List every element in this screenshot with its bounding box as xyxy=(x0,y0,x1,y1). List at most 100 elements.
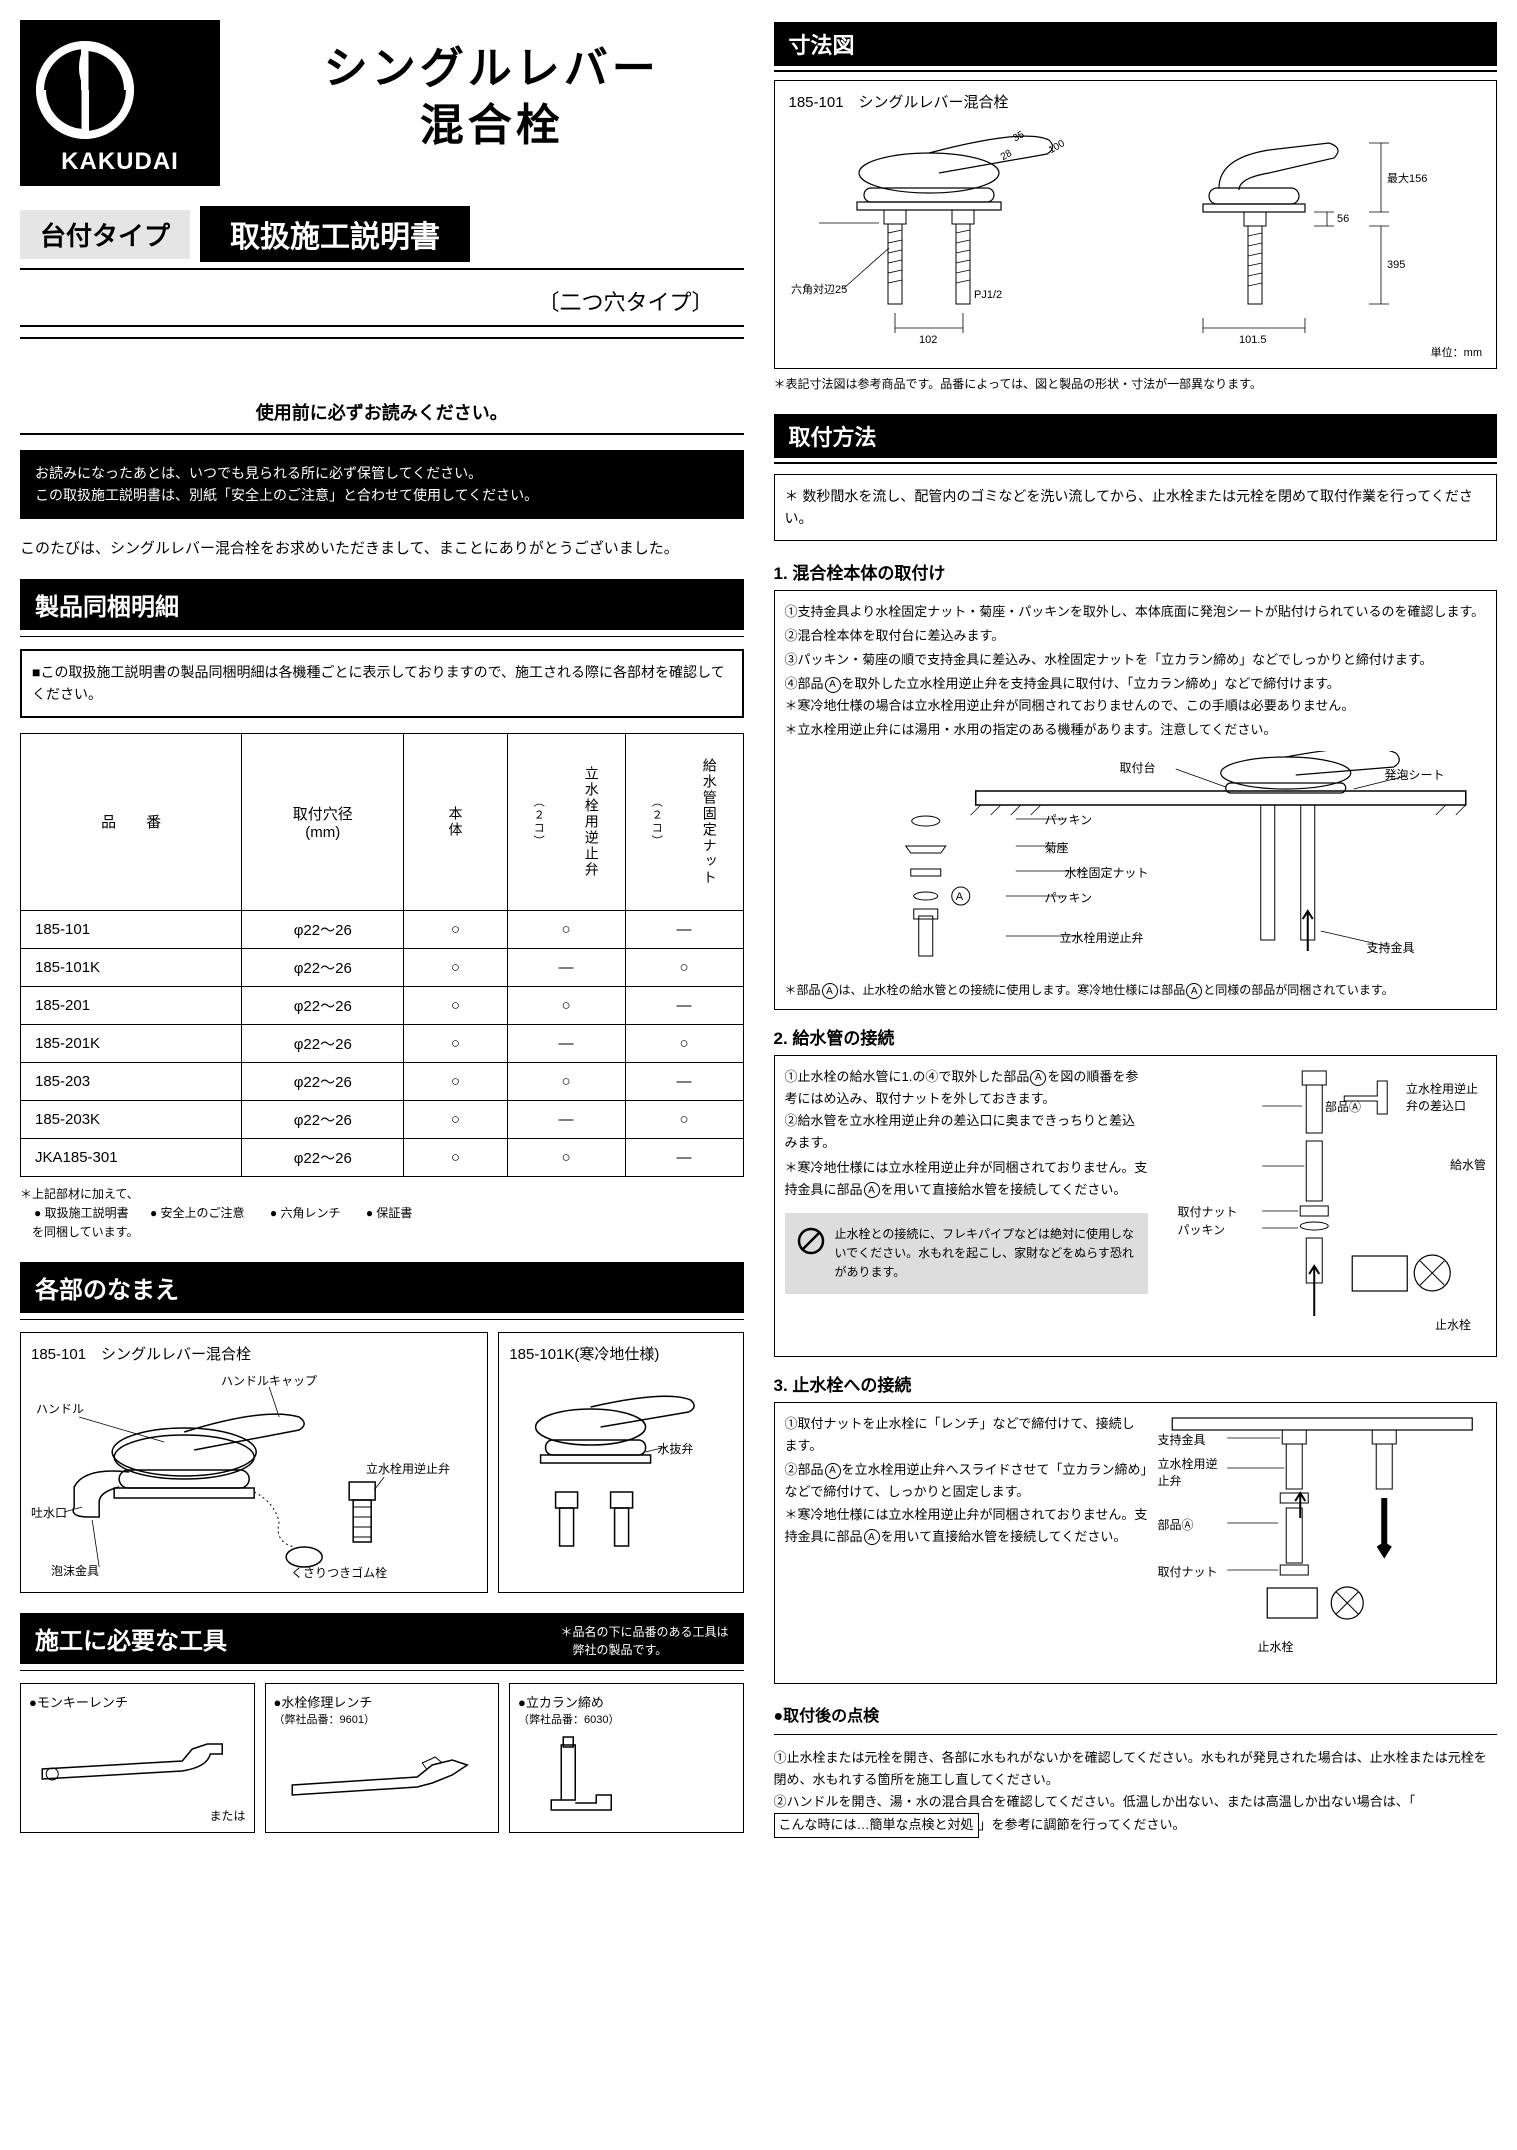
table-note-suf: を同梱しています。 xyxy=(20,1225,138,1239)
s3-stop: 止水栓 xyxy=(1258,1638,1294,1655)
step2-list: ①止水栓の給水管に1.の④で取外した部品Aを図の順番を参考にはめ込み、取付ナット… xyxy=(785,1066,1148,1201)
step1-list: ①支持金具より水栓固定ナット・菊座・パッキンを取外し、本体底面に発泡シートが貼付… xyxy=(785,601,1487,742)
s1-foam: 発泡シート xyxy=(1385,766,1445,783)
th-valve: 立水栓用逆止弁 xyxy=(582,742,602,902)
svg-text:56: 56 xyxy=(1337,213,1349,225)
faucet-diagram-svg xyxy=(31,1372,477,1582)
label-handle: ハンドル xyxy=(36,1400,84,1417)
s1-packing: パッキン xyxy=(1045,811,1093,828)
table-note-b2: ● 安全上のご注意 xyxy=(150,1204,245,1223)
s3-partA: 部品Ⓐ xyxy=(1158,1516,1194,1533)
tool2-sub: （弊社品番：9601） xyxy=(274,1711,491,1727)
tool-panel-2: ●水栓修理レンチ （弊社品番：9601） xyxy=(265,1683,500,1833)
section-dim-header: 寸法図 xyxy=(774,22,1498,66)
tool-panel-3: ●立カラン締め （弊社品番：6030） xyxy=(509,1683,744,1833)
table-row: 185-201φ22〜26○○― xyxy=(21,986,744,1024)
s1-chrys: 菊座 xyxy=(1045,839,1069,856)
dim-pj: PJ1/2 xyxy=(974,289,1002,301)
table-row: 185-203Kφ22〜26○―○ xyxy=(21,1100,744,1138)
sub-type: 〔二つ穴タイプ〕 xyxy=(20,285,744,327)
post-list: ①止水栓または元栓を開き、各部に水もれがないかを確認してください。水もれが発見さ… xyxy=(774,1747,1498,1837)
dimension-diagram-svg: 102 六角対辺25 PJ1/2 35 28 13 100 xyxy=(789,118,1429,358)
main-title-l2: 混合栓 xyxy=(420,101,564,150)
s3-support: 支持金具 xyxy=(1158,1431,1206,1448)
faucet-cold-diagram-svg xyxy=(509,1372,732,1572)
s2-nut: 取付ナット xyxy=(1178,1203,1238,1220)
step3-title: 3. 止水栓への接続 xyxy=(774,1371,1498,1396)
step1-box: ①支持金具より水栓固定ナット・菊座・パッキンを取外し、本体底面に発泡シートが貼付… xyxy=(774,590,1498,1010)
th-body: 本体 xyxy=(445,742,465,902)
step1-post: ＊部品Aは、止水栓の給水管との接続に使用します。寒冷地仕様には部品Aと同様の部品… xyxy=(785,981,1487,999)
circled-a-icon-2: A xyxy=(1186,983,1202,999)
dim-note: ＊表記寸法図は参考商品です。品番によっては、図と製品の形状・寸法が一部異なります… xyxy=(774,375,1498,392)
table-row: 185-101Kφ22〜26○―○ xyxy=(21,948,744,986)
step2-warning: 止水栓との接続に、フレキパイプなどは絶対に使用しないでください。水もれを起こし、… xyxy=(785,1213,1148,1295)
tool-panel-1: ●モンキーレンチ または xyxy=(20,1683,255,1833)
s1-check: 立水栓用逆止弁 xyxy=(1060,929,1144,946)
s2-inlet: 立水栓用逆止弁の差込口 xyxy=(1406,1080,1486,1114)
s2-packing: パッキン xyxy=(1178,1221,1226,1238)
names-panel-1: 185-101 シングルレバー混合栓 xyxy=(20,1332,488,1593)
s1-support: 支持金具 xyxy=(1367,939,1415,956)
section-install-header: 取付方法 xyxy=(774,414,1498,458)
section-names-header: 各部のなまえ xyxy=(20,1262,744,1313)
step2-title: 2. 給水管の接続 xyxy=(774,1024,1498,1049)
step3-box: ①取付ナットを止水栓に「レンチ」などで締付けて、接続します。②部品Aを立水栓用逆… xyxy=(774,1402,1498,1684)
s1-base: 取付台 xyxy=(1120,759,1156,776)
th-nut-sub: （２コ） xyxy=(648,742,664,902)
svg-text:最大156: 最大156 xyxy=(1387,171,1427,185)
boxed-ref: こんな時には…簡単な点検と対処 xyxy=(774,1813,979,1837)
circled-a-icon: A xyxy=(825,677,841,693)
tool3-sub: （弊社品番：6030） xyxy=(518,1711,735,1727)
dim-hex: 六角対辺25 xyxy=(791,282,847,296)
table-row: 185-203φ22〜26○○― xyxy=(21,1062,744,1100)
table-row: 185-101φ22〜26○○― xyxy=(21,910,744,948)
step3-diagram-svg xyxy=(1158,1413,1486,1673)
install-pre: ＊ 数秒間水を流し、配管内のゴミなどを洗い流してから、止水栓または元栓を閉めて取… xyxy=(774,474,1498,541)
main-title-l1: シングルレバー xyxy=(324,44,660,93)
dim-panel-title: 185-101 シングルレバー混合栓 xyxy=(789,91,1483,112)
table-row: JKA185-301φ22〜26○○― xyxy=(21,1138,744,1176)
brand-name: KAKUDAI xyxy=(30,148,210,176)
tool2-label: ●水栓修理レンチ xyxy=(274,1692,491,1711)
circled-a-icon: A xyxy=(822,983,838,999)
prohibition-icon xyxy=(797,1227,825,1255)
post-check-title: ●取付後の点検 xyxy=(774,1702,1498,1726)
svg-text:13: 13 xyxy=(1037,118,1053,121)
tools-note: ＊品名の下に品番のある工具は 弊社の製品です。 xyxy=(560,1623,728,1659)
basin-wrench-icon xyxy=(518,1735,735,1815)
svg-text:35: 35 xyxy=(1011,129,1027,144)
monkey-wrench-icon xyxy=(29,1719,246,1807)
s3-check: 立水栓用逆止弁 xyxy=(1158,1455,1218,1489)
names-panel2-title: 185-101K(寒冷地仕様) xyxy=(509,1343,732,1364)
th-valve-sub: （２コ） xyxy=(530,742,546,902)
label-rubber-plug: くさりつきゴム栓 xyxy=(291,1564,387,1581)
parts-box-note: ■この取扱施工説明書の製品同梱明細は各機種ごとに表示しておりますので、施工される… xyxy=(20,649,744,718)
step2-box: ①止水栓の給水管に1.の④で取外した部品Aを図の順番を参考にはめ込み、取付ナット… xyxy=(774,1055,1498,1357)
dim-102: 102 xyxy=(919,334,937,346)
s3-nut: 取付ナット xyxy=(1158,1563,1218,1580)
circled-a-icon: A xyxy=(864,1529,880,1545)
table-row: 185-201Kφ22〜26○―○ xyxy=(21,1024,744,1062)
doc-title: 取扱施工説明書 xyxy=(200,206,470,262)
table-note-b1: ● 取扱施工説明書 xyxy=(34,1206,129,1220)
section-parts-header: 製品同梱明細 xyxy=(20,579,744,630)
tools-note-l2: 弊社の製品です。 xyxy=(560,1643,667,1657)
circled-a-icon: A xyxy=(864,1182,880,1198)
brand-logo-box: KAKUDAI xyxy=(20,20,220,186)
thanks-text: このたびは、シングルレバー混合栓をお求めいただきまして、まことにありがとうござい… xyxy=(20,537,744,561)
dim-panel: 185-101 シングルレバー混合栓 xyxy=(774,80,1498,369)
main-title: シングルレバー 混合栓 xyxy=(240,40,744,154)
pre-read: 使用前に必ずお読みください。 xyxy=(20,399,744,435)
s1-packing2: パッキン xyxy=(1045,889,1093,906)
label-aerator: 泡沫金具 xyxy=(51,1562,99,1579)
step2-warn-text: 止水栓との接続に、フレキパイプなどは絶対に使用しないでください。水もれを起こし、… xyxy=(835,1227,1135,1279)
brand-logo-icon xyxy=(30,40,210,140)
names-panel-2: 185-101K(寒冷地仕様) 水抜弁 xyxy=(498,1332,743,1593)
label-handle-cap: ハンドルキャップ xyxy=(221,1372,317,1389)
type-label: 台付タイプ xyxy=(20,210,190,259)
table-note: ＊上記部材に加えて、 ● 取扱施工説明書 ● 安全上のご注意 ● 六角レンチ ●… xyxy=(20,1185,744,1243)
table-note-b3: ● 六角レンチ xyxy=(270,1204,341,1223)
tool3-label: ●立カラン締め xyxy=(518,1692,735,1711)
th-hole: 取付穴径 (mm) xyxy=(242,733,404,910)
